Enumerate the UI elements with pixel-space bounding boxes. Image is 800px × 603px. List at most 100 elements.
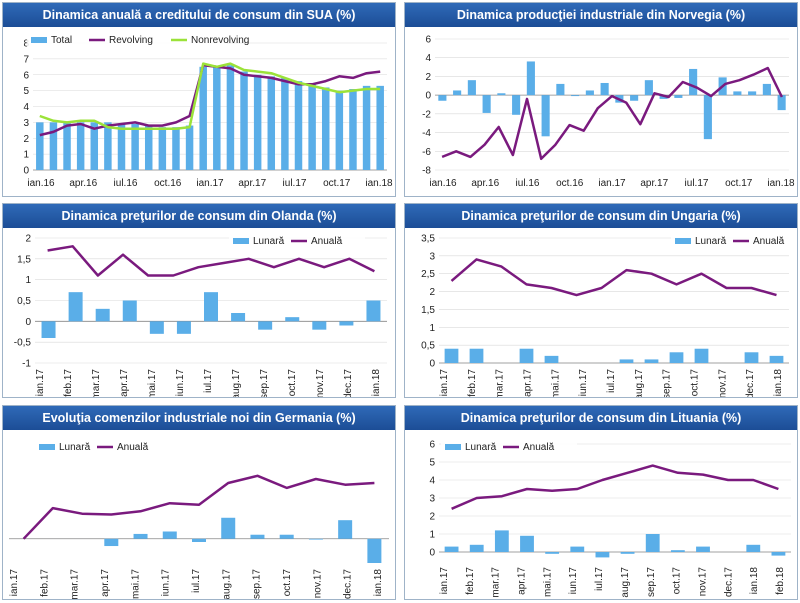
bar-lunară bbox=[339, 321, 354, 326]
bar-lunară bbox=[221, 517, 236, 539]
bar-lunară bbox=[669, 352, 684, 363]
bar-lunară bbox=[748, 91, 757, 96]
bar-lunară bbox=[544, 355, 559, 363]
y-tick-label: 0,5 bbox=[17, 296, 31, 307]
x-tick-label: dec.17 bbox=[343, 569, 354, 599]
x-tick-label: apr.16 bbox=[471, 178, 499, 189]
legend-swatch bbox=[445, 444, 461, 450]
x-tick-label: apr.17 bbox=[119, 369, 130, 397]
bar-lunară bbox=[258, 321, 273, 330]
bar-lunară bbox=[104, 538, 119, 547]
bar-lunară bbox=[231, 313, 246, 322]
bar-total bbox=[90, 122, 99, 170]
legend-background bbox=[27, 33, 227, 48]
bar-total bbox=[240, 71, 248, 170]
chart-panel-germany-industrial-orders: Evoluţia comenzilor industriale noi din … bbox=[2, 405, 396, 600]
y-tick-label: 4 bbox=[23, 102, 29, 113]
bar-lunară bbox=[733, 91, 742, 96]
y-tick-label: 1,5 bbox=[421, 305, 435, 316]
bar-lunară bbox=[689, 68, 698, 96]
y-tick-label: 0,5 bbox=[421, 341, 435, 352]
y-tick-label: 6 bbox=[23, 70, 29, 81]
y-tick-label: -2 bbox=[422, 109, 431, 120]
legend-label: Lunară bbox=[59, 442, 91, 453]
x-tick-label: mar.17 bbox=[70, 569, 81, 599]
y-tick-label: 0 bbox=[23, 166, 29, 177]
x-tick-label: iul.17 bbox=[685, 178, 709, 189]
chart-germany-industrial-orders: ian.17 feb.17 mar.17 apr.17 mai.17 iun.17 iul.… bbox=[9, 440, 389, 599]
y-tick-label: -1 bbox=[22, 359, 31, 370]
x-tick-label: aug.17 bbox=[221, 569, 232, 599]
x-tick-label: ian.18 bbox=[371, 369, 382, 397]
y-tick-label: -8 bbox=[422, 166, 431, 177]
x-tick-label: oct.17 bbox=[282, 569, 293, 597]
y-tick-label: 4 bbox=[429, 476, 435, 487]
x-tick-label: sep.17 bbox=[662, 369, 673, 397]
y-tick-label: 1 bbox=[25, 275, 31, 286]
bar-lunară bbox=[367, 538, 382, 563]
bar-lunară bbox=[482, 95, 491, 113]
bar-total bbox=[362, 85, 371, 170]
bar-total bbox=[104, 122, 112, 170]
x-tick-label: dec.17 bbox=[343, 369, 354, 397]
chart-title: Dinamica producţiei industriale din Norv… bbox=[405, 3, 797, 27]
x-tick-label: iul.17 bbox=[203, 369, 214, 393]
bar-lunară bbox=[674, 95, 683, 98]
bar-lunară bbox=[694, 348, 709, 363]
chart-panel-netherlands-cpi: Dinamica preţurilor de consum din Olanda… bbox=[2, 203, 396, 398]
bar-lunară bbox=[149, 321, 164, 334]
bar-lunară bbox=[133, 533, 148, 539]
x-tick-label: ian.17 bbox=[196, 178, 224, 189]
x-tick-label: feb.17 bbox=[465, 567, 476, 595]
y-tick-label: 4 bbox=[425, 53, 431, 64]
bar-lunară bbox=[176, 321, 191, 334]
x-tick-label: apr.16 bbox=[69, 178, 97, 189]
y-tick-label: 3,5 bbox=[421, 234, 435, 245]
chart-panel-usa-consumer-credit: Dinamica anuală a creditului de consum d… bbox=[2, 2, 396, 197]
bar-lunară bbox=[192, 538, 206, 542]
y-tick-label: 0 bbox=[429, 359, 435, 370]
x-tick-label: iun.17 bbox=[161, 569, 172, 597]
bar-lunară bbox=[644, 80, 653, 96]
bar-lunară bbox=[541, 95, 550, 137]
bar-total bbox=[172, 127, 180, 170]
y-tick-label: 6 bbox=[425, 35, 431, 46]
y-tick-label: 1 bbox=[429, 530, 435, 541]
bar-lunară bbox=[122, 300, 137, 322]
x-tick-label: ian.17 bbox=[9, 569, 20, 597]
bar-lunară bbox=[526, 61, 535, 96]
x-tick-label: feb.17 bbox=[467, 369, 478, 397]
x-tick-label: ian.18 bbox=[773, 369, 784, 397]
legend-label: Total bbox=[51, 35, 72, 46]
x-tick-label: ian.18 bbox=[365, 178, 393, 189]
series-line-anuală bbox=[450, 258, 777, 297]
bar-total bbox=[308, 84, 316, 170]
x-tick-label: aug.17 bbox=[231, 369, 242, 397]
x-tick-label: nov.17 bbox=[315, 369, 326, 397]
bar-lunară bbox=[746, 544, 761, 552]
bar-lunară bbox=[585, 90, 594, 96]
legend-swatch bbox=[675, 238, 691, 244]
bar-lunară bbox=[285, 317, 300, 322]
x-tick-label: dec.17 bbox=[745, 369, 756, 397]
x-tick-label: ian.16 bbox=[27, 178, 55, 189]
x-tick-label: iul.17 bbox=[191, 569, 202, 593]
series-line-anuală bbox=[47, 245, 375, 277]
chart-title: Dinamica anuală a creditului de consum d… bbox=[3, 3, 395, 27]
x-tick-label: oct.17 bbox=[323, 178, 351, 189]
x-tick-label: sep.17 bbox=[646, 567, 657, 597]
bar-lunară bbox=[366, 300, 381, 322]
x-tick-label: oct.16 bbox=[556, 178, 584, 189]
bar-lunară bbox=[162, 531, 177, 539]
chart-usa-consumer-credit: 0 1 2 3 4 5 6 7 8 ian.16 apr.16 iul.16 oct.16 ian.17 a… bbox=[23, 33, 393, 189]
y-tick-label: 0 bbox=[429, 548, 435, 559]
chart-title: Dinamica preţurilor de consum din Lituan… bbox=[405, 406, 797, 430]
x-tick-label: iun.17 bbox=[175, 369, 186, 397]
bar-lunară bbox=[494, 530, 509, 552]
bar-lunară bbox=[512, 95, 521, 115]
x-tick-label: iul.16 bbox=[114, 178, 138, 189]
bar-total bbox=[49, 122, 58, 170]
chart-lithuania-cpi: 0 1 2 3 4 5 6 ian.17 feb.17 mar.17 apr.17 mai.17 iun… bbox=[429, 440, 791, 598]
x-tick-label: feb.18 bbox=[775, 567, 786, 595]
bar-lunară bbox=[338, 520, 353, 539]
